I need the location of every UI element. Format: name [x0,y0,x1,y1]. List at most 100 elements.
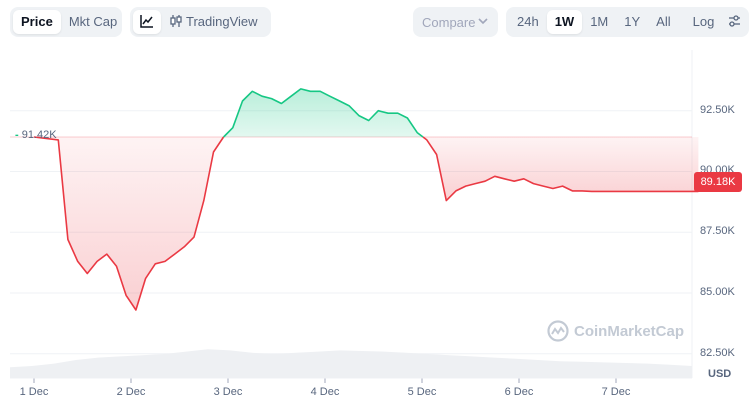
log-scale-button[interactable]: Log [692,14,715,29]
price-line-down [422,136,699,202]
y-tick-label: 85.00K [700,285,735,298]
price-tab[interactable]: Price [13,10,61,34]
compare-label: Compare [422,14,476,30]
coinmarketcap-logo-icon [547,320,569,342]
watermark-text: CoinMarketCap [574,322,685,340]
price-point [639,190,641,192]
coinmarketcap-watermark: CoinMarketCap [547,320,684,342]
price-point [571,190,573,192]
x-tick-label: 7 Dec [601,386,631,398]
x-tick-label: 4 Dec [310,386,340,398]
price-point [348,105,350,107]
sliders-icon [729,15,741,27]
range-1w-button[interactable]: 1W [546,10,583,34]
start-price-marker: - [15,129,19,141]
x-tick-label: 1 Dec [19,386,49,398]
range-all-button[interactable]: All [656,14,671,29]
price-point [329,95,331,97]
price-point [542,185,544,187]
price-line-down [33,136,225,311]
price-point [183,246,185,248]
price-point [533,183,535,185]
price-point [242,100,244,102]
price-point [591,190,593,192]
price-point [649,190,651,192]
price-point [426,139,428,141]
price-point [290,95,292,97]
range-24h-button[interactable]: 24h [517,14,539,29]
price-point [251,90,253,92]
price-point [397,112,399,114]
price-point [145,277,147,279]
line-chart-button[interactable] [133,10,161,34]
price-point [484,180,486,182]
price-point [678,190,680,192]
start-price-label: - 91.42K [15,129,57,141]
price-point [523,178,525,180]
price-point [562,185,564,187]
mktcap-tab[interactable]: Mkt Cap [68,14,118,29]
price-point [57,139,59,141]
price-point [300,88,302,90]
price-point [503,178,505,180]
price-point [377,110,379,112]
price-point [368,120,370,122]
price-point [358,115,360,117]
price-point [125,294,127,296]
settings-button[interactable] [722,10,747,34]
price-point [513,180,515,182]
price-point [445,200,447,202]
x-tick-label: 6 Dec [504,386,534,398]
price-point [135,309,137,311]
y-tick-label: 87.50K [700,225,735,238]
price-point [280,103,282,105]
price-point [222,137,224,139]
chart-style-toggle: TradingView [130,7,271,37]
price-point [474,183,476,185]
area-fill-up [223,88,423,137]
price-point [668,190,670,192]
price-point [600,190,602,192]
price-point [174,253,176,255]
x-tick-label: 3 Dec [213,386,243,398]
price-point [271,98,273,100]
price-point [406,117,408,119]
price-point [77,260,79,262]
price-point [494,175,496,177]
price-point [436,154,438,156]
range-1y-button[interactable]: 1Y [624,14,641,29]
range-1m-button[interactable]: 1M [590,14,609,29]
tradingview-button[interactable]: TradingView [161,10,266,34]
y-tick-label: 82.50K [700,346,735,359]
price-point [630,190,632,192]
price-point [581,190,583,192]
price-point [387,112,389,114]
price-point [106,253,108,255]
price-point [154,263,156,265]
price-point [203,200,205,202]
price-point [193,236,195,238]
compare-dropdown[interactable]: Compare [413,7,498,37]
x-tick-label: 5 Dec [407,386,437,398]
price-point [688,190,690,192]
range-toggle: 24h 1W 1M 1Y All Log [506,7,749,37]
currency-label: USD [708,368,732,380]
price-point [164,260,166,262]
price-point [116,265,118,267]
metric-toggle: Price Mkt Cap [10,7,122,37]
area-fill-down [423,137,699,201]
price-point [67,239,69,241]
candlestick-icon [170,15,182,27]
area-fill-down [34,137,224,310]
price-point [552,188,554,190]
price-point [620,190,622,192]
start-price-value: 91.42K [21,129,57,141]
price-point [86,273,88,275]
price-point [309,90,311,92]
price-line-up [223,88,424,138]
price-point [339,100,341,102]
price-point [96,260,98,262]
volume-area [10,349,692,378]
price-point [455,190,457,192]
